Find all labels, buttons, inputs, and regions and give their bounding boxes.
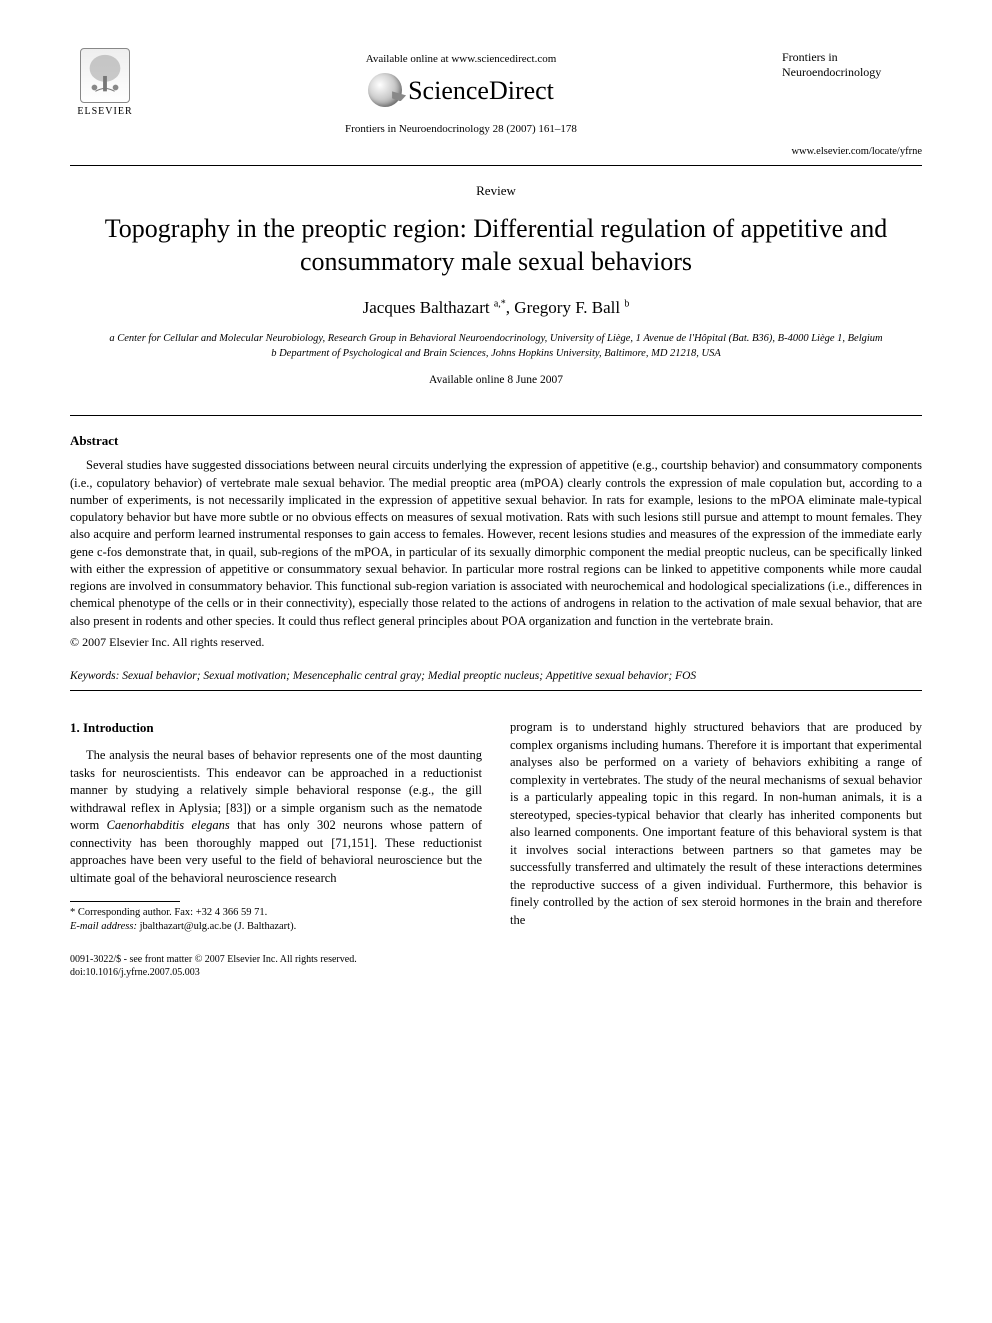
sciencedirect-ball-icon	[368, 73, 402, 107]
email-who: (J. Balthazart).	[234, 921, 296, 932]
keywords-list: Sexual behavior; Sexual motivation; Mese…	[122, 670, 696, 682]
elsevier-logo: ELSEVIER	[70, 48, 140, 128]
abstract-block: Abstract Several studies have suggested …	[70, 432, 922, 651]
ref-83[interactable]: [83]	[226, 801, 247, 815]
sciencedirect-text: ScienceDirect	[408, 73, 554, 108]
corresponding-author: * Corresponding author. Fax: +32 4 366 5…	[70, 906, 482, 920]
affiliations: a Center for Cellular and Molecular Neur…	[70, 332, 922, 361]
center-header: Available online at www.sciencedirect.co…	[140, 48, 782, 137]
elsevier-label: ELSEVIER	[77, 105, 132, 119]
affiliation-a: a Center for Cellular and Molecular Neur…	[70, 332, 922, 347]
authors: Jacques Balthazart a,*, Gregory F. Ball …	[70, 297, 922, 320]
email-label: E-mail address:	[70, 921, 137, 932]
abstract-heading: Abstract	[70, 432, 922, 450]
available-online-text: Available online at www.sciencedirect.co…	[140, 52, 782, 67]
col1-block: 1. Introduction The analysis the neural …	[70, 719, 482, 979]
email-address[interactable]: jbalthazart@ulg.ac.be	[140, 921, 232, 932]
journal-name-block: Frontiers in Neuroendocrinology	[782, 48, 922, 80]
journal-url[interactable]: www.elsevier.com/locate/yfrne	[70, 145, 922, 159]
body-columns: 1. Introduction The analysis the neural …	[70, 719, 922, 979]
elsevier-tree-icon	[80, 48, 130, 103]
abstract-paragraph: Several studies have suggested dissociat…	[70, 457, 922, 630]
intro-paragraph-1: The analysis the neural bases of behavio…	[70, 747, 482, 887]
abstract-text: Several studies have suggested dissociat…	[70, 457, 922, 650]
article-title: Topography in the preoptic region: Diffe…	[90, 212, 902, 280]
journal-name-line2: Neuroendocrinology	[782, 65, 922, 80]
available-date: Available online 8 June 2007	[70, 373, 922, 389]
sciencedirect-logo: ScienceDirect	[368, 73, 554, 108]
abstract-top-rule	[70, 415, 922, 416]
email-line: E-mail address: jbalthazart@ulg.ac.be (J…	[70, 920, 482, 934]
journal-name-line1: Frontiers in	[782, 50, 922, 65]
affiliation-b: b Department of Psychological and Brain …	[70, 347, 922, 362]
journal-reference: Frontiers in Neuroendocrinology 28 (2007…	[140, 122, 782, 137]
abstract-copyright: © 2007 Elsevier Inc. All rights reserved…	[70, 634, 922, 651]
article-type-label: Review	[70, 182, 922, 200]
footnote-rule	[70, 901, 180, 902]
page-container: ELSEVIER Available online at www.science…	[0, 0, 992, 1019]
footnotes: * Corresponding author. Fax: +32 4 366 5…	[70, 906, 482, 934]
keywords-label: Keywords:	[70, 670, 119, 682]
header-row: ELSEVIER Available online at www.science…	[70, 48, 922, 137]
intro-paragraph-1-cont: program is to understand highly structur…	[510, 719, 922, 929]
keywords-rule	[70, 690, 922, 691]
bottom-meta: 0091-3022/$ - see front matter © 2007 El…	[70, 953, 482, 979]
doi-line: doi:10.1016/j.yfrne.2007.05.003	[70, 966, 482, 979]
keywords-line: Keywords: Sexual behavior; Sexual motiva…	[70, 669, 922, 685]
section-1-heading: 1. Introduction	[70, 719, 482, 737]
ref-71-151[interactable]: [71,151]	[331, 836, 374, 850]
issn-line: 0091-3022/$ - see front matter © 2007 El…	[70, 953, 482, 966]
header-rule	[70, 165, 922, 166]
